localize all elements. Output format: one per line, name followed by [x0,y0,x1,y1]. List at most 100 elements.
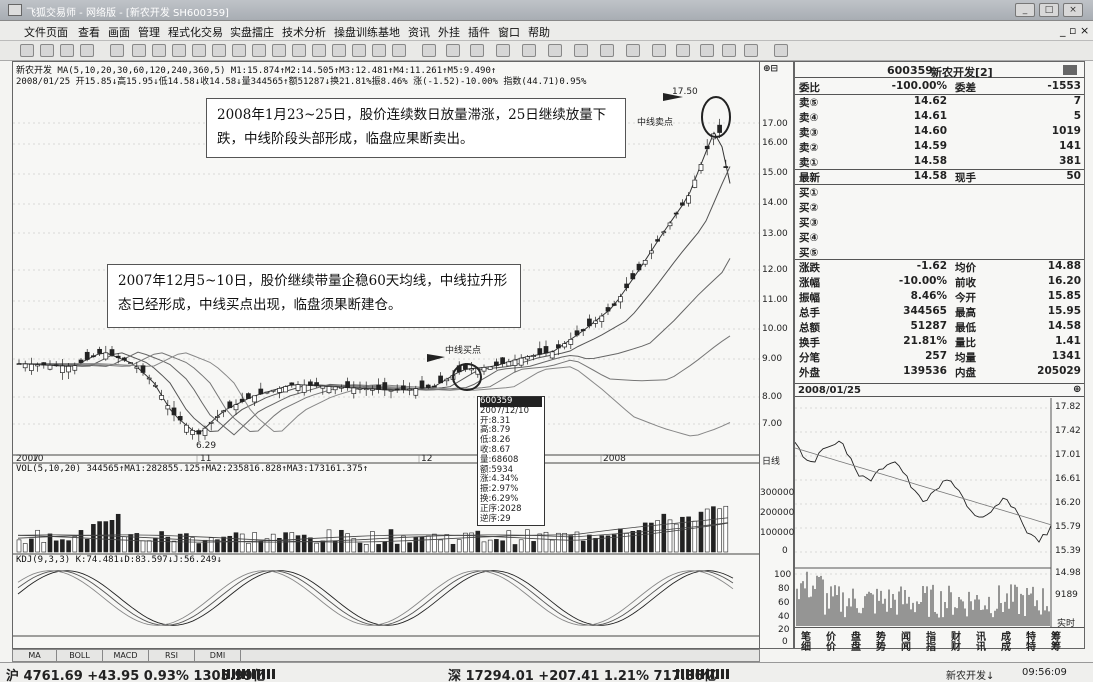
menu-external[interactable]: 外挂 [438,26,460,39]
menu-file[interactable]: 文件 [24,26,46,39]
menu-screen[interactable]: 画面 [108,26,130,39]
quote-tab[interactable]: 成 [1001,642,1011,653]
toolbar-alert-icon[interactable] [232,44,246,57]
quote-row[interactable]: 卖① 14.58 381 [795,155,1084,169]
menu-plugin[interactable]: 插件 [468,26,490,39]
kline-chart-panel[interactable]: 新农开发 MA(5,10,20,30,60,120,240,360,5) M1:… [12,61,760,649]
tab-macd[interactable]: MACD [103,650,149,662]
toolbar-grid-icon[interactable] [40,44,54,57]
quote-tab[interactable]: 指 [926,642,936,653]
intraday-toggle-icon[interactable]: ⊕ [1073,384,1082,395]
ticker-text[interactable]: 新农开发↓ [946,671,995,682]
quote-tab[interactable]: 财 [951,632,961,643]
quote-tab[interactable]: 特 [1026,632,1036,643]
toolbar-back-icon[interactable] [20,44,34,57]
quote-row[interactable]: 总手 344565 最高 15.95 [795,305,1084,319]
quote-tab[interactable]: 特 [1026,642,1036,653]
tab-boll[interactable]: BOLL [57,650,103,662]
menu-view[interactable]: 查看 [78,26,100,39]
quote-row[interactable]: 卖② 14.59 141 [795,140,1084,154]
toolbar-zoom-icon[interactable] [60,44,74,57]
tab-ma[interactable]: MA [13,650,57,662]
realtime-label[interactable]: 实时 [1057,619,1076,629]
toolbar-book-icon[interactable] [212,44,226,57]
quote-row[interactable]: 最新 14.58 现手 50 [795,170,1084,184]
quote-row[interactable]: 委比 -100.00% 委差 -1553 [795,80,1084,94]
quote-row[interactable]: 买② [795,200,1084,214]
toolbar-rights-icon[interactable] [110,44,124,57]
toolbar-window3-icon[interactable] [372,44,386,57]
toolbar-ellipse-icon[interactable] [626,44,640,57]
toolbar-sort-icon[interactable] [292,44,306,57]
axis-corner-icon[interactable]: ⊕⊟ [763,64,779,74]
quote-tab[interactable]: 价 [826,632,836,643]
quote-tab[interactable]: 势 [876,642,886,653]
quote-tab[interactable]: 筹 [1051,632,1061,643]
quote-row[interactable]: 卖③ 14.60 1019 [795,125,1084,139]
quote-tab[interactable]: 笔 [801,632,811,643]
toolbar-fib-icon[interactable] [522,44,536,57]
toolbar-cursor-icon[interactable] [422,44,436,57]
menu-program-trading[interactable]: 程式化交易 [168,26,223,39]
toolbar-table-icon[interactable] [312,44,326,57]
toolbar-rect-icon[interactable] [600,44,614,57]
minimize-button[interactable]: _ [1015,3,1035,17]
quote-row[interactable]: 涨幅 -10.00% 前收 16.20 [795,275,1084,289]
quote-tab[interactable]: 闻 [901,632,911,643]
menu-news[interactable]: 资讯 [408,26,430,39]
quote-row[interactable]: 买① [795,185,1084,199]
quote-tab[interactable]: 价 [826,642,836,653]
quote-row[interactable]: 振幅 8.46% 今开 15.85 [795,290,1084,304]
tab-rsi[interactable]: RSI [149,650,195,662]
toolbar-pencil-icon[interactable] [700,44,714,57]
quote-row[interactable]: 买⑤ [795,245,1084,259]
toolbar-window4-icon[interactable] [392,44,406,57]
toolbar-indicator-icon[interactable] [152,44,166,57]
menu-help[interactable]: 帮助 [528,26,550,39]
toolbar-window2-icon[interactable] [352,44,366,57]
quote-tab[interactable]: 成 [1001,632,1011,643]
quote-row[interactable]: 换手 21.81% 量比 1.41 [795,335,1084,349]
close-button[interactable]: × [1063,3,1083,17]
toolbar-save-icon[interactable] [774,44,788,57]
quote-tab[interactable]: 讯 [976,642,986,653]
toolbar-lock-icon[interactable] [722,44,736,57]
quote-row[interactable]: 分笔 257 均量 1341 [795,350,1084,364]
quote-row[interactable]: 外盘 139536 内盘 205029 [795,365,1084,379]
toolbar-formula-icon[interactable] [272,44,286,57]
toolbar-window1-icon[interactable] [332,44,346,57]
toolbar-copy-icon[interactable] [676,44,690,57]
menu-training[interactable]: 操盘训练基地 [334,26,400,39]
quote-tab[interactable]: 财 [951,642,961,653]
toolbar-hline-icon[interactable] [470,44,484,57]
menu-tech-analysis[interactable]: 技术分析 [282,26,326,39]
tab-dmi[interactable]: DMI [195,650,241,662]
toolbar-period-icon[interactable] [132,44,146,57]
maximize-button[interactable]: □ [1039,3,1059,17]
mdi-controls[interactable]: _ ▫ × [1060,24,1090,37]
quote-tab[interactable]: 盘 [851,642,861,653]
toolbar-pick-icon[interactable] [252,44,266,57]
quote-row[interactable]: 总额 51287 最低 14.58 [795,320,1084,334]
toolbar-text-icon[interactable] [652,44,666,57]
toolbar-chart-icon[interactable] [172,44,186,57]
quote-tab[interactable]: 筹 [1051,642,1061,653]
quote-tab[interactable]: 指 [926,632,936,643]
quote-tab[interactable]: 势 [876,632,886,643]
menu-window[interactable]: 窗口 [498,26,520,39]
toolbar-vline-icon[interactable] [496,44,510,57]
quote-tab[interactable]: 闻 [901,642,911,653]
quote-row[interactable]: 买③ [795,215,1084,229]
intraday-chart[interactable] [795,398,1084,628]
quote-row[interactable]: 买④ [795,230,1084,244]
toolbar-line-icon[interactable] [80,44,94,57]
period-badge[interactable]: 日线 [762,457,781,467]
toolbar-arrow-icon[interactable] [574,44,588,57]
toolbar-channel-icon[interactable] [548,44,562,57]
menu-manage[interactable]: 管理 [138,26,160,39]
toolbar-list-icon[interactable] [744,44,758,57]
quote-tab[interactable]: 细 [801,642,811,653]
quote-row[interactable]: 卖④ 14.61 5 [795,110,1084,124]
quote-row[interactable]: 卖⑤ 14.62 7 [795,95,1084,109]
quote-tab[interactable]: 盘 [851,632,861,643]
